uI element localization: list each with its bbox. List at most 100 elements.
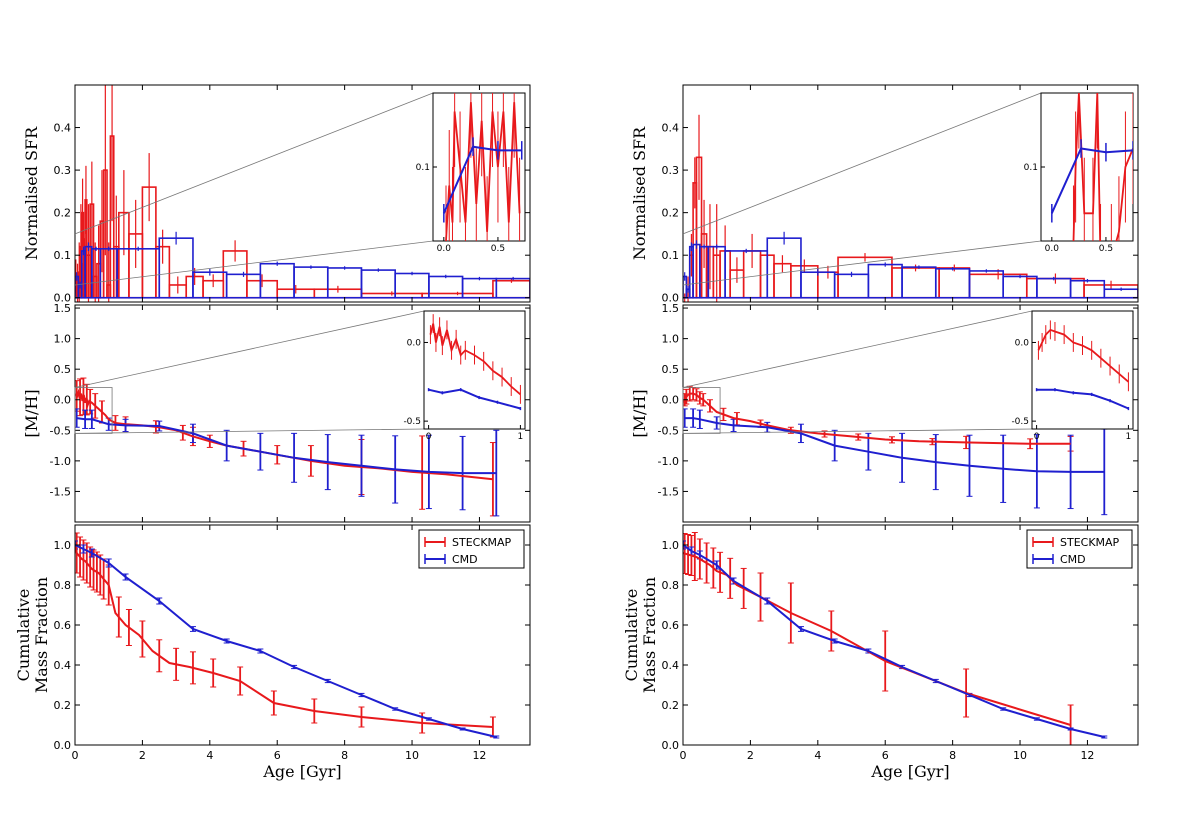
panel-left-cmf-ytick-label: 1.0 (54, 539, 72, 552)
panel-right-mh-plot-area (683, 385, 1108, 516)
inset-ytick-label: -0.5 (1011, 417, 1029, 427)
cmd-cmf-line (683, 544, 1105, 738)
cmd-sfr-bar (326, 267, 363, 299)
steckmap-sfr-bar (938, 267, 971, 299)
panel-left-mh-ytick-label: -1.5 (50, 485, 71, 498)
panel-right-cmf-ylabel: CumulativeMass Fraction (622, 577, 659, 693)
inset-cmd-line (442, 145, 522, 214)
panel-left-sfr-ytick-label: 0.4 (54, 122, 72, 135)
panel-left-sfr: 0.0 0.1 0.2 0.3 0.4 Normalised SFR 0.0 0.5 0.1 (22, 84, 531, 305)
legend-frame (1026, 529, 1133, 569)
panel-left-mh-ytick-label: -1.0 (50, 455, 71, 468)
legend-label: CMD (1060, 553, 1086, 566)
panel-left-sfr-inset: 0.0 0.5 0.1 (74, 92, 526, 286)
panel-right-cmf-xtick-label: 8 (949, 749, 956, 762)
panel-right-mh-ytick-label: 1.0 (662, 333, 680, 346)
inset-steckmap-line (429, 323, 521, 396)
panel-left-cmf-xtick-label: 6 (274, 749, 281, 762)
panel-right-sfr-ytick-label: 0.0 (662, 292, 680, 305)
panel-right-mh-ytick-label: -0.5 (658, 424, 679, 437)
panel-right-cmf-xtick-label: 0 (680, 749, 687, 762)
panel-right-cmf-ytick-label: 0.2 (662, 699, 680, 712)
panel-right-cmf-plot-area (683, 532, 1108, 745)
zoom-region-box (682, 387, 721, 434)
cmd-sfr-bar (1036, 277, 1072, 299)
panel-left-cmf-frame (74, 524, 531, 746)
panel-left-sfr-ylabel: Normalised SFR (22, 126, 41, 260)
inset-xtick-label: 0 (426, 432, 432, 442)
inset-steckmap-line (1072, 93, 1133, 241)
zoom-connector-line (74, 92, 434, 235)
inset-xtick-label: 1 (1126, 432, 1132, 442)
panel-left-cmf-ytick-label: 0.0 (54, 739, 72, 752)
panel-right-cmf-ytick-label: 0.6 (662, 619, 680, 632)
inset-steckmap-line (445, 102, 521, 241)
panel-left-cmf-xtick-label: 10 (405, 749, 419, 762)
panel-right-sfr-ytick-label: 0.1 (662, 249, 680, 262)
zoom-connector-line (682, 310, 1033, 388)
panel-right-mh: -1.5 -1.0 -0.5 0.0 0.5 1.0 1.5 [M/H] 0 1 0.0 -0.5 (630, 302, 1139, 523)
panel-right-cmf-xtick-label: 6 (882, 749, 889, 762)
panel-right-cmf-ylabel-line: Cumulative (622, 589, 641, 682)
inset-frame (1031, 310, 1134, 430)
panel-right-mh-ytick-label: -1.0 (658, 455, 679, 468)
panel-left-mh-ytick-label: 1.0 (54, 333, 72, 346)
panel-left-sfr-ytick-label: 0.1 (54, 249, 72, 262)
panel-right-cmf-frame (682, 524, 1139, 746)
inset-xtick-label: 0.5 (491, 244, 505, 254)
panel-right-cmf-xtick-label: 12 (1080, 749, 1094, 762)
zoom-connector-line (682, 428, 1033, 434)
panel-left-mh-ytick-label: -0.5 (50, 424, 71, 437)
panel-left-cmf-xtick-label: 2 (139, 749, 146, 762)
inset-cmd-line (428, 388, 521, 410)
panel-left-cmf-xtick-label: 12 (472, 749, 486, 762)
panel-right-cmf-xtick-label: 2 (747, 749, 754, 762)
panel-left-cmf-legend: STECKMAP CMD (418, 529, 525, 569)
inset-plot-area (427, 314, 522, 411)
inset-ytick-label: 0.1 (416, 163, 430, 173)
zoom-region-box (74, 387, 113, 434)
zoom-connector-line (74, 240, 434, 286)
inset-plot-area (1050, 93, 1133, 241)
panel-right-sfr-ytick-label: 0.3 (662, 164, 680, 177)
panel-right: 0.0 0.1 0.2 0.3 0.4 Normalised SFR 0.0 0.5 0.1 -1… (622, 84, 1139, 781)
panel-right-cmf-ytick-label: 0.8 (662, 579, 680, 592)
panel-right-sfr-ytick-label: 0.4 (662, 122, 680, 135)
panel-right-mh-ylabel: [M/H] (630, 389, 649, 437)
panel-left-cmf-xtick-label: 0 (72, 749, 79, 762)
inset-cmd-line (1036, 388, 1129, 410)
panel-right-mh-ytick-label: -1.5 (658, 485, 679, 498)
legend-label: CMD (452, 553, 478, 566)
cmd-sfr-bar (461, 277, 498, 299)
steckmap-sfr-bar (891, 267, 940, 299)
cmd-sfr-bar (1002, 275, 1038, 299)
cmd-sfr-bar (833, 273, 870, 299)
panel-left-mh-plot-area (75, 377, 500, 517)
inset-ytick-label: 0.1 (1024, 163, 1038, 173)
panel-right-sfr-ytick-label: 0.2 (662, 207, 680, 220)
steckmap-sfr-bar (837, 256, 893, 299)
cmd-sfr-bar (116, 248, 161, 299)
panel-left-cmf-ytick-label: 0.6 (54, 619, 72, 632)
cmd-sfr-bar (901, 266, 937, 299)
panel-right-mh-ytick-label: 0.5 (662, 363, 680, 376)
cmd-sfr-bar (867, 263, 903, 299)
panel-left-sfr-frame (74, 84, 531, 303)
zoom-connector-line (74, 310, 425, 388)
inset-xtick-label: 0.0 (1045, 244, 1060, 254)
steckmap-sfr-bar (492, 279, 530, 299)
panel-right-cmf: 0.0 0.2 0.4 0.6 0.8 1.0 0 2 4 6 8 10 12 CumulativeMas… (622, 524, 1139, 762)
panel-left-mh-inset: 0 1 0.0 -0.5 (74, 310, 526, 442)
panel-right-sfr-ylabel: Normalised SFR (630, 126, 649, 260)
zoom-connector-line (74, 428, 425, 434)
legend-label: STECKMAP (452, 536, 512, 549)
panel-left-sfr-ytick-label: 0.2 (54, 207, 72, 220)
inset-plot-area (1035, 320, 1130, 411)
steckmap-cmf-line (75, 544, 493, 728)
cmd-mh-line (684, 417, 1105, 473)
panel-right-cmf-legend: STECKMAP CMD (1026, 529, 1133, 569)
inset-ytick-label: -0.5 (403, 417, 421, 427)
panel-left-mh-ylabel: [M/H] (22, 389, 41, 437)
panel-right-cmf-ytick-label: 1.0 (662, 539, 680, 552)
